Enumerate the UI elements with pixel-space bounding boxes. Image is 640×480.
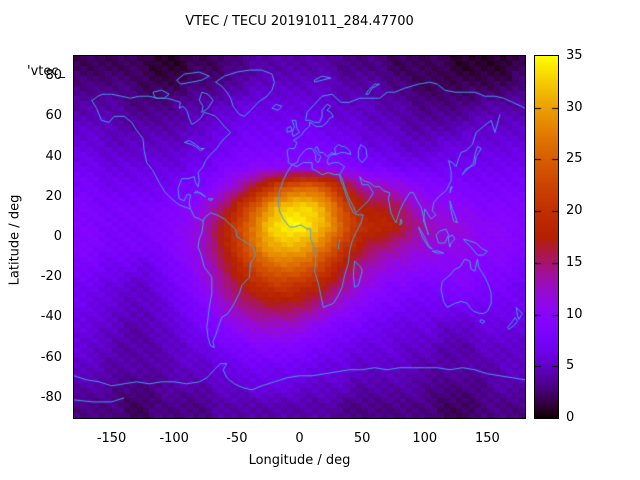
y-tick-label: 0	[53, 229, 62, 244]
colorbar-tick-label: 25	[566, 151, 583, 167]
y-tick-label: -80	[40, 389, 62, 405]
x-tick-label: 100	[412, 431, 438, 446]
y-tick-label: 40	[45, 148, 62, 164]
colorbar-tick-label: 5	[566, 358, 575, 374]
x-tick-label: -100	[159, 431, 189, 446]
y-tick-label: -60	[40, 349, 62, 365]
x-tick-label: 150	[474, 431, 500, 446]
plot-area	[73, 55, 526, 419]
y-tick-label: 60	[45, 108, 62, 124]
colorbar	[534, 55, 559, 419]
colorbar-canvas	[535, 56, 558, 418]
y-tick-label: -40	[40, 309, 62, 325]
key-label: 'vtec_	[27, 64, 66, 79]
y-tick-label: 80	[45, 68, 62, 84]
colorbar-tick-label: 10	[566, 306, 583, 322]
colorbar-tick-label: 30	[566, 99, 583, 115]
colorbar-tick-label: 35	[566, 48, 583, 63]
heatmap-canvas	[74, 56, 525, 418]
colorbar-tick-label: 15	[566, 254, 583, 270]
y-tick-label: 20	[45, 188, 62, 204]
y-tick-label: -20	[40, 269, 62, 285]
x-tick-label: -150	[96, 431, 127, 446]
chart-title: VTEC / TECU 20191011_284.47700	[185, 14, 414, 29]
colorbar-tick-label: 0	[566, 410, 575, 425]
x-tick-label: 50	[353, 431, 371, 446]
colorbar-tick-label: 20	[566, 203, 583, 219]
x-tick-label: -50	[226, 431, 248, 446]
x-axis-label: Longitude / deg	[248, 453, 351, 468]
x-tick-label: 0	[295, 431, 304, 446]
